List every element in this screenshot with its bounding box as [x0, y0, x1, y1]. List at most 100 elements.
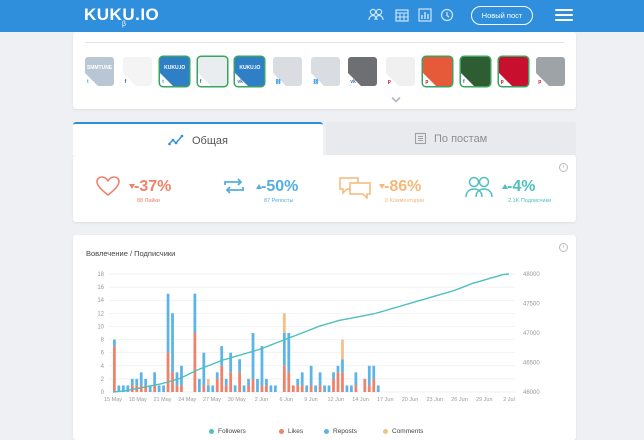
likes-bar	[247, 385, 250, 392]
likes-bar	[238, 372, 241, 392]
account-avatar[interactable]: ⛓	[310, 57, 340, 86]
trend-line-icon	[168, 134, 184, 146]
legend-reposts[interactable]: Reposts	[324, 428, 357, 435]
reposts-bar	[206, 385, 210, 392]
stat-likes-label: 88 Лайки	[137, 198, 160, 204]
engagement-chart: 0 2 4 6 8 10 12 14 16 18 46000 46500 47000 47500 48000…	[97, 272, 540, 403]
x-tick-label: 29 Jun	[476, 397, 493, 403]
x-tick-label: 21 May	[153, 397, 171, 403]
analytics-icon[interactable]	[417, 8, 433, 22]
info-icon[interactable]: i	[559, 243, 568, 252]
legend-followers[interactable]: Followers	[209, 428, 246, 435]
tab-posts[interactable]: По постам	[326, 122, 576, 155]
likes-bar	[139, 385, 143, 392]
info-icon[interactable]: i	[559, 163, 568, 172]
logo[interactable]: KUKU.IO β	[84, 5, 160, 28]
y-tick-label: 4	[101, 364, 105, 370]
logo-beta-badge: β	[122, 21, 127, 28]
reposts-bar	[148, 385, 152, 392]
comments-icon	[339, 177, 371, 199]
likes-bar	[224, 385, 228, 392]
link-icon: ⛓	[312, 79, 319, 85]
y-tick-label: 2	[101, 377, 105, 383]
y-tick-label: 0	[101, 390, 105, 396]
reposts-bar	[139, 372, 143, 386]
pinterest-icon: p	[538, 79, 542, 85]
divider	[85, 42, 564, 43]
reposts-bar	[193, 293, 197, 333]
reposts-bar	[273, 385, 277, 392]
reposts-bar	[166, 293, 170, 353]
y2-tick-label: 47000	[523, 331, 540, 337]
x-tick-label: 15 May	[104, 397, 122, 403]
pinterest-icon: p	[425, 79, 429, 85]
reposts-bar	[202, 352, 206, 386]
stats-summary: i -37% 88 Лайки -50% 87 Репосты -86% 8 К…	[73, 155, 576, 222]
y-tick-label: 18	[97, 272, 104, 278]
legend-likes[interactable]: Likes	[279, 428, 303, 435]
account-avatar[interactable]: p	[498, 57, 528, 86]
account-avatar[interactable]: f	[461, 57, 490, 86]
new-post-button[interactable]: Новый пост	[471, 6, 533, 25]
account-avatar[interactable]: ⛓	[273, 57, 302, 86]
likes-bar	[229, 372, 233, 392]
account-avatar[interactable]: f	[197, 57, 227, 86]
reposts-bar	[242, 385, 246, 392]
reposts-bar	[323, 385, 326, 392]
reposts-bar	[350, 385, 353, 392]
y2-tick-label: 47500	[523, 302, 540, 308]
chevron-down-icon[interactable]	[391, 96, 401, 104]
reposts-bar	[336, 365, 340, 373]
x-tick-label: 9 Jun	[304, 397, 317, 403]
reposts-bar	[256, 378, 259, 392]
account-avatar-text: SMMTUNE	[86, 65, 113, 71]
history-icon[interactable]	[439, 8, 455, 22]
stat-reposts-value: -50%	[261, 178, 299, 195]
reposts-bar	[282, 333, 286, 366]
repost-icon	[224, 178, 244, 194]
likes-bar	[287, 372, 291, 392]
account-avatar[interactable]: KUKU.IO t	[160, 57, 190, 86]
people-icon[interactable]	[368, 8, 384, 22]
facebook-icon: f	[463, 79, 465, 85]
heart-icon	[96, 176, 120, 197]
account-avatar[interactable]: p	[385, 57, 415, 86]
account-avatar[interactable]: SMMTUNE t	[85, 57, 114, 86]
account-avatar[interactable]: vk	[348, 57, 378, 86]
reposts-bar	[233, 385, 237, 392]
likes-bar	[113, 346, 116, 392]
reposts-bar	[224, 378, 228, 386]
likes-bar	[282, 365, 286, 392]
menu-icon[interactable]	[555, 9, 573, 21]
document-icon	[414, 132, 427, 145]
followers-line	[112, 273, 510, 393]
tab-general[interactable]: Общая	[73, 122, 323, 155]
y-tick-label: 16	[97, 285, 104, 291]
reposts-bar	[130, 378, 134, 386]
y-tick-label: 6	[101, 351, 105, 357]
stat-followers-label: 2.1K Подписчики	[508, 198, 552, 204]
calendar-icon[interactable]	[394, 8, 410, 22]
likes-bar	[367, 385, 371, 392]
reposts-bar	[251, 333, 255, 379]
reposts-bar	[220, 346, 224, 366]
reposts-bar	[367, 365, 371, 386]
likes-bar	[215, 378, 219, 392]
comments-bar	[206, 378, 210, 386]
account-avatar[interactable]: KUKU.IO vk	[235, 57, 265, 86]
reposts-bar	[296, 378, 300, 386]
twitter-icon: t	[87, 79, 89, 85]
account-avatar[interactable]: p	[423, 57, 453, 86]
legend-comments[interactable]: Comments	[383, 428, 423, 435]
followers-icon	[465, 176, 493, 198]
y2-tick-label: 46000	[523, 390, 540, 396]
reposts-bar	[345, 385, 349, 392]
vk-icon: vk	[237, 79, 243, 85]
reposts-bar	[287, 333, 291, 373]
x-tick-label: 6 Jun	[280, 397, 293, 403]
vk-icon: vk	[350, 79, 356, 85]
account-avatar[interactable]: p	[536, 57, 566, 86]
reposts-bar	[314, 385, 318, 392]
account-avatar[interactable]: f	[122, 57, 152, 86]
x-tick-label: 30 May	[228, 397, 246, 403]
